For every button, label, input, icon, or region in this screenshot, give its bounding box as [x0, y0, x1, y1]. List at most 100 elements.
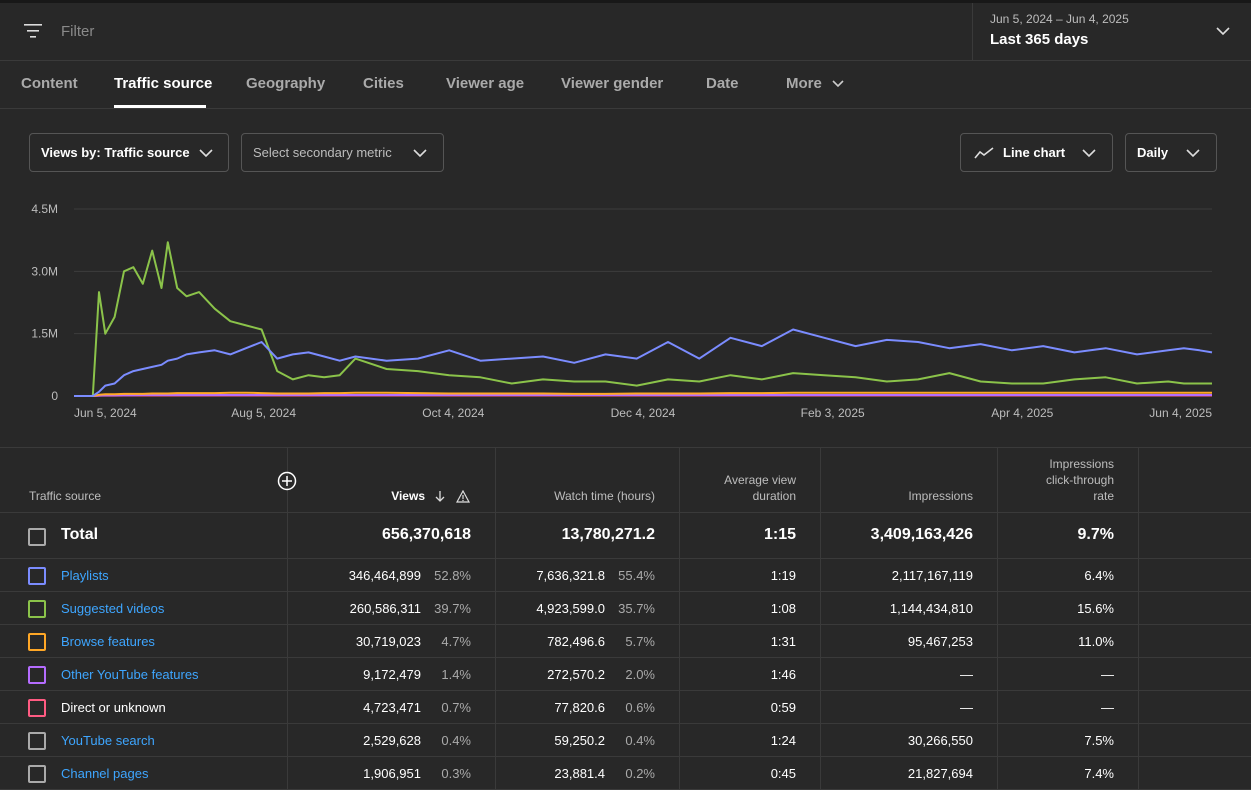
- tab-cities[interactable]: Cities: [363, 75, 404, 92]
- series-line-suggested-videos[interactable]: [74, 241, 1212, 397]
- total-impressions: 3,409,163,426: [870, 526, 973, 543]
- column-divider: [679, 448, 680, 789]
- series-line-browse-features[interactable]: [74, 391, 1212, 397]
- row-impressions: 2,117,167,119: [891, 568, 973, 583]
- traffic-line-chart[interactable]: 4.5M 3.0M 1.5M 0 Jun 5, 2024 Aug 5, 2024 Oct 4…: [0, 195, 1251, 425]
- row-views-percent: 0.4%: [441, 733, 471, 748]
- x-tick-label: Jun 5, 2024: [74, 406, 137, 420]
- chevron-down-icon: [832, 80, 844, 88]
- row-ctr: —: [1101, 667, 1114, 682]
- row-avd: 0:45: [770, 766, 796, 781]
- tab-content[interactable]: Content: [21, 75, 78, 92]
- chart-type-dropdown[interactable]: Line chart: [960, 133, 1113, 172]
- table-row: Direct or unknown 4,723,471 0.7% 77,820.6 0.…: [0, 691, 1251, 724]
- views-by-dropdown[interactable]: Views by: Traffic source: [29, 133, 229, 172]
- add-column-icon[interactable]: [277, 471, 297, 491]
- total-label: Total: [61, 526, 99, 543]
- series-line-other-youtube-features[interactable]: [74, 394, 1212, 397]
- row-checkbox[interactable]: [28, 732, 46, 750]
- table-row: Channel pages 1,906,951 0.3% 23,881.4 0.2% 0:…: [0, 757, 1251, 790]
- row-impressions: 21,827,694: [907, 766, 973, 781]
- traffic-source-link[interactable]: Browse features: [61, 634, 155, 649]
- tab-viewer-gender[interactable]: Viewer gender: [561, 75, 664, 92]
- x-tick-label: Dec 4, 2024: [611, 406, 676, 420]
- series-line-playlists[interactable]: [74, 328, 1213, 397]
- row-avd: 1:31: [770, 634, 796, 649]
- row-checkbox[interactable]: [28, 633, 46, 651]
- table-row: Other YouTube features 9,172,479 1.4% 272,5…: [0, 658, 1251, 691]
- row-views-percent: 1.4%: [441, 667, 471, 682]
- total-checkbox[interactable]: [28, 528, 46, 546]
- total-ctr: 9.7%: [1077, 526, 1114, 543]
- tab-viewer-age[interactable]: Viewer age: [446, 75, 525, 92]
- row-ctr: 15.6%: [1077, 601, 1114, 616]
- secondary-metric-label: Select secondary metric: [253, 145, 392, 160]
- row-checkbox[interactable]: [28, 600, 46, 618]
- row-impressions: 1,144,434,810: [889, 601, 973, 616]
- header-traffic-source[interactable]: Traffic source: [29, 489, 102, 503]
- date-range-text: Jun 5, 2024 – Jun 4, 2025: [990, 12, 1129, 26]
- interval-dropdown[interactable]: Daily: [1125, 133, 1217, 172]
- total-avd: 1:15: [763, 526, 796, 543]
- row-avd: 0:59: [770, 700, 796, 715]
- warning-icon[interactable]: [456, 490, 470, 503]
- sort-down-icon[interactable]: [434, 490, 446, 503]
- row-watch-percent: 0.2%: [625, 766, 655, 781]
- row-watch-percent: 0.4%: [625, 733, 655, 748]
- traffic-source-link[interactable]: YouTube search: [61, 733, 155, 748]
- row-ctr: —: [1101, 700, 1114, 715]
- row-ctr: 11.0%: [1078, 634, 1114, 649]
- row-impressions: 95,467,253: [907, 634, 973, 649]
- row-views-percent: 0.3%: [441, 766, 471, 781]
- row-avd: 1:08: [770, 601, 796, 616]
- chart-type-label: Line chart: [1003, 145, 1066, 160]
- row-checkbox[interactable]: [28, 567, 46, 585]
- total-watch-time: 13,780,271.2: [561, 526, 655, 543]
- row-views: 9,172,479: [363, 667, 421, 682]
- x-tick-label: Oct 4, 2024: [422, 406, 484, 420]
- row-impressions: —: [960, 667, 973, 682]
- row-views: 4,723,471: [363, 700, 421, 715]
- row-watch-percent: 0.6%: [625, 700, 655, 715]
- y-tick-label: 3.0M: [31, 264, 58, 278]
- x-tick-label: Jun 4, 2025: [1149, 406, 1212, 420]
- header-impressions[interactable]: Impressions: [908, 489, 973, 503]
- tab-traffic-source[interactable]: Traffic source: [114, 75, 213, 92]
- secondary-metric-dropdown[interactable]: Select secondary metric: [241, 133, 444, 172]
- top-bar: Filter Jun 5, 2024 – Jun 4, 2025 Last 36…: [0, 0, 1251, 61]
- table-row: Playlists 346,464,899 52.8% 7,636,321.8 55.4…: [0, 559, 1251, 592]
- row-checkbox[interactable]: [28, 699, 46, 717]
- header-average-view-duration[interactable]: Average view duration: [724, 473, 796, 503]
- traffic-source-table: Traffic source Views Watch time (hours) …: [0, 447, 1251, 790]
- column-divider: [820, 448, 821, 789]
- filter-input[interactable]: Filter: [61, 23, 95, 40]
- column-divider: [287, 448, 288, 789]
- traffic-source-link[interactable]: Direct or unknown: [61, 700, 166, 715]
- tab-date[interactable]: Date: [706, 75, 739, 92]
- tab-more[interactable]: More: [786, 75, 844, 92]
- column-divider: [495, 448, 496, 789]
- traffic-source-link[interactable]: Channel pages: [61, 766, 149, 781]
- row-watch-percent: 35.7%: [618, 601, 655, 616]
- traffic-source-link[interactable]: Playlists: [61, 568, 109, 583]
- tab-geography[interactable]: Geography: [246, 75, 326, 92]
- row-avd: 1:19: [770, 568, 796, 583]
- table-total-row: Total 656,370,618 13,780,271.2 1:15 3,40…: [0, 512, 1251, 559]
- traffic-source-link[interactable]: Suggested videos: [61, 601, 165, 616]
- total-views: 656,370,618: [382, 526, 471, 543]
- row-checkbox[interactable]: [28, 666, 46, 684]
- row-checkbox[interactable]: [28, 765, 46, 783]
- filter-icon[interactable]: [24, 23, 44, 39]
- traffic-source-link[interactable]: Other YouTube features: [61, 667, 199, 682]
- row-views: 30,719,023: [355, 634, 421, 649]
- x-tick-label: Apr 4, 2025: [991, 406, 1053, 420]
- row-views: 1,906,951: [363, 766, 421, 781]
- row-watch-percent: 5.7%: [625, 634, 655, 649]
- header-views[interactable]: Views: [391, 489, 425, 503]
- x-tick-label: Aug 5, 2024: [231, 406, 296, 420]
- chevron-down-icon: [1216, 27, 1230, 36]
- header-impressions-ctr[interactable]: Impressions click-through rate: [1045, 457, 1114, 503]
- date-range-picker[interactable]: Jun 5, 2024 – Jun 4, 2025 Last 365 days: [972, 3, 1251, 61]
- row-watch-percent: 2.0%: [625, 667, 655, 682]
- header-watch-time[interactable]: Watch time (hours): [554, 489, 655, 503]
